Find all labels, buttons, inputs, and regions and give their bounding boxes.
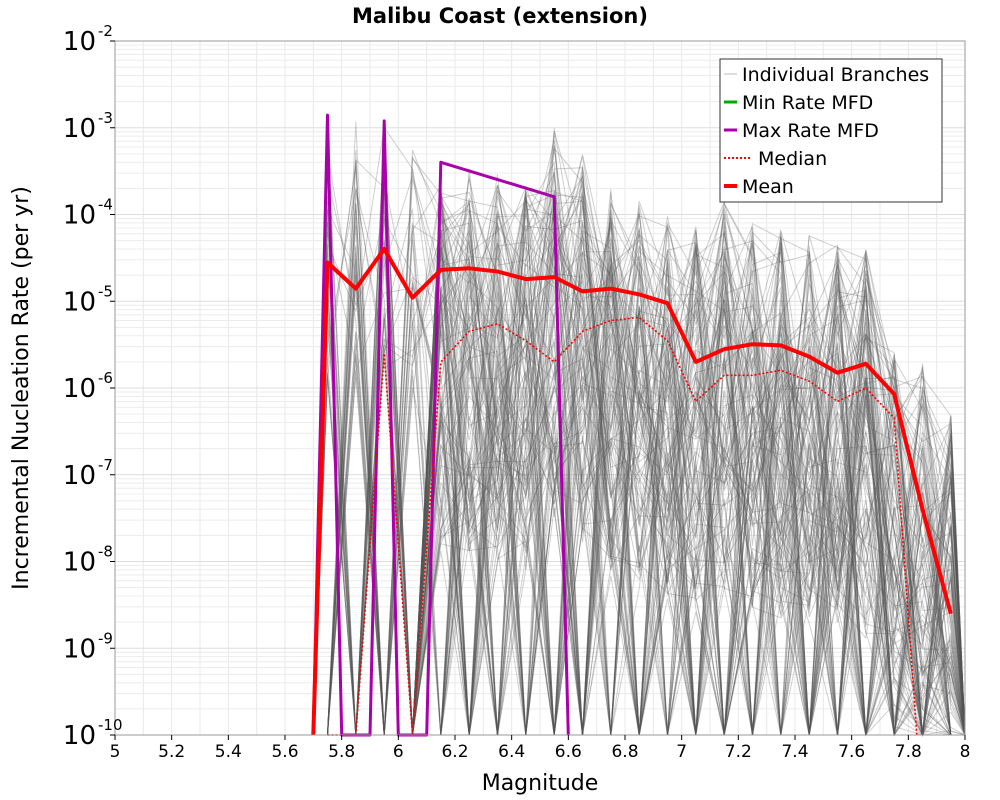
legend-label-max-rate-mfd: Max Rate MFD (742, 120, 879, 142)
x-tick-label: 5.6 (271, 742, 298, 762)
branch-line (313, 241, 965, 736)
y-tick-exponent: -3 (98, 109, 113, 127)
y-tick-label: 10 (63, 721, 96, 751)
x-tick-label: 6 (393, 742, 404, 762)
x-tick-label: 6.6 (555, 742, 582, 762)
y-tick-label: 10 (63, 201, 96, 231)
x-tick-label: 5.8 (328, 742, 355, 762)
x-tick-label: 7 (676, 742, 687, 762)
x-tick-label: 7.4 (781, 742, 808, 762)
branch-line (312, 217, 966, 736)
x-tick-label: 5.4 (215, 742, 242, 762)
branch-line (313, 178, 965, 736)
legend-label-mean: Mean (742, 176, 794, 198)
y-tick-label: 10 (63, 27, 96, 57)
legend-label-min-rate-mfd: Min Rate MFD (742, 92, 873, 114)
x-tick-label: 7.2 (725, 742, 752, 762)
median-line (327, 316, 918, 736)
x-tick-label: 5 (110, 742, 121, 762)
branch-line (313, 196, 966, 736)
branch-line (313, 184, 965, 736)
x-tick-label: 5.2 (158, 742, 185, 762)
branch-line (313, 174, 966, 736)
branch-line (313, 205, 966, 736)
y-tick-exponent: -5 (98, 282, 113, 300)
y-tick-label: 10 (63, 634, 96, 664)
x-tick-label: 8 (960, 742, 971, 762)
x-tick-label: 6.2 (441, 742, 468, 762)
y-tick-exponent: -2 (98, 22, 113, 40)
branch-line (313, 198, 966, 736)
y-tick-exponent: -7 (98, 456, 113, 474)
y-tick-exponent: -8 (98, 543, 113, 561)
branch-line (313, 167, 966, 736)
y-tick-exponent: -6 (98, 369, 113, 387)
max-rate-mfd-line (311, 113, 570, 737)
branch-line (313, 204, 966, 737)
y-tick-label: 10 (63, 461, 96, 491)
y-tick-exponent: -10 (98, 716, 123, 734)
mean-line (311, 247, 953, 736)
x-tick-label: 6.4 (498, 742, 525, 762)
branch-line (313, 168, 965, 736)
y-axis-label: Incremental Nucleation Rate (per yr) (9, 186, 34, 590)
branch-line (313, 220, 966, 736)
branch-line (313, 232, 966, 736)
y-tick-label: 10 (63, 114, 96, 144)
branch-line (313, 197, 966, 737)
branch-line (313, 161, 966, 736)
legend-label-individual-branches: Individual Branches (742, 64, 929, 86)
branch-line (313, 216, 966, 736)
legend: Individual Branches Min Rate MFD Max Rate … (719, 58, 943, 203)
x-tick-label: 6.8 (611, 742, 638, 762)
branch-line (313, 253, 965, 736)
axes: 5 5.2 5.4 5.6 5.8 6 6.2 6.4 6.6 6.8 7 7.2 7.4 7.6 7.8 8… (63, 22, 971, 762)
y-tick-exponent: -4 (98, 196, 113, 214)
x-tick-label: 7.6 (838, 742, 865, 762)
y-tick-exponent: -9 (98, 629, 113, 647)
y-tick-label: 10 (63, 548, 96, 578)
branch-line (313, 179, 966, 736)
branch-line (313, 239, 966, 736)
y-tick-label: 10 (63, 287, 96, 317)
branch-line (313, 202, 966, 737)
branch-line (312, 149, 966, 736)
legend-box (719, 58, 943, 203)
legend-label-median: Median (758, 148, 827, 170)
x-tick-label: 7.8 (895, 742, 922, 762)
x-axis-label: Magnitude (482, 771, 599, 796)
chart-title: Malibu Coast (extension) (352, 4, 648, 28)
y-tick-label: 10 (63, 374, 96, 404)
series-lines (311, 113, 953, 737)
